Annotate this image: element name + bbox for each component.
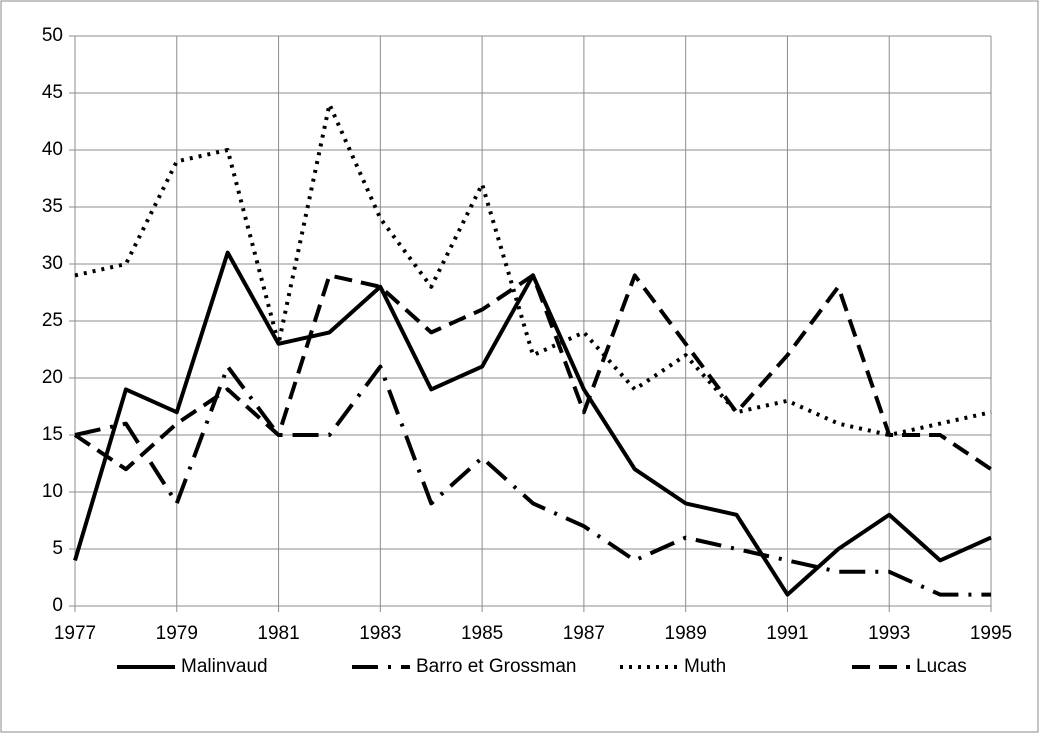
legend-label: Lucas xyxy=(916,656,967,677)
series-line xyxy=(74,364,991,597)
y-tick-label: 25 xyxy=(42,310,63,331)
y-tick-label: 0 xyxy=(52,595,63,616)
legend-label: Barro et Grossman xyxy=(416,656,577,677)
y-tick-label: 40 xyxy=(42,139,63,160)
x-tick-label: 1989 xyxy=(665,623,707,644)
y-tick-label: 30 xyxy=(42,253,63,274)
x-tick-label: 1983 xyxy=(359,623,401,644)
series-line xyxy=(74,102,992,437)
y-tick-label: 45 xyxy=(42,82,63,103)
x-tick-label: 1993 xyxy=(868,623,910,644)
y-tick-label: 20 xyxy=(42,367,63,388)
y-tick-label: 50 xyxy=(42,25,63,46)
x-tick-label: 1977 xyxy=(54,623,96,644)
x-tick-label: 1979 xyxy=(156,623,198,644)
series-line xyxy=(73,250,992,597)
series-line xyxy=(73,273,993,472)
x-tick-label: 1995 xyxy=(970,623,1012,644)
y-tick-label: 15 xyxy=(42,424,63,445)
y-tick-label: 10 xyxy=(42,481,63,502)
x-tick-label: 1987 xyxy=(563,623,605,644)
y-tick-label: 5 xyxy=(52,538,63,559)
legend-label: Muth xyxy=(684,656,726,677)
legend-label: Malinvaud xyxy=(181,656,268,677)
y-tick-label: 35 xyxy=(42,196,63,217)
x-tick-label: 1981 xyxy=(257,623,299,644)
x-tick-label: 1985 xyxy=(461,623,503,644)
x-tick-label: 1991 xyxy=(766,623,808,644)
